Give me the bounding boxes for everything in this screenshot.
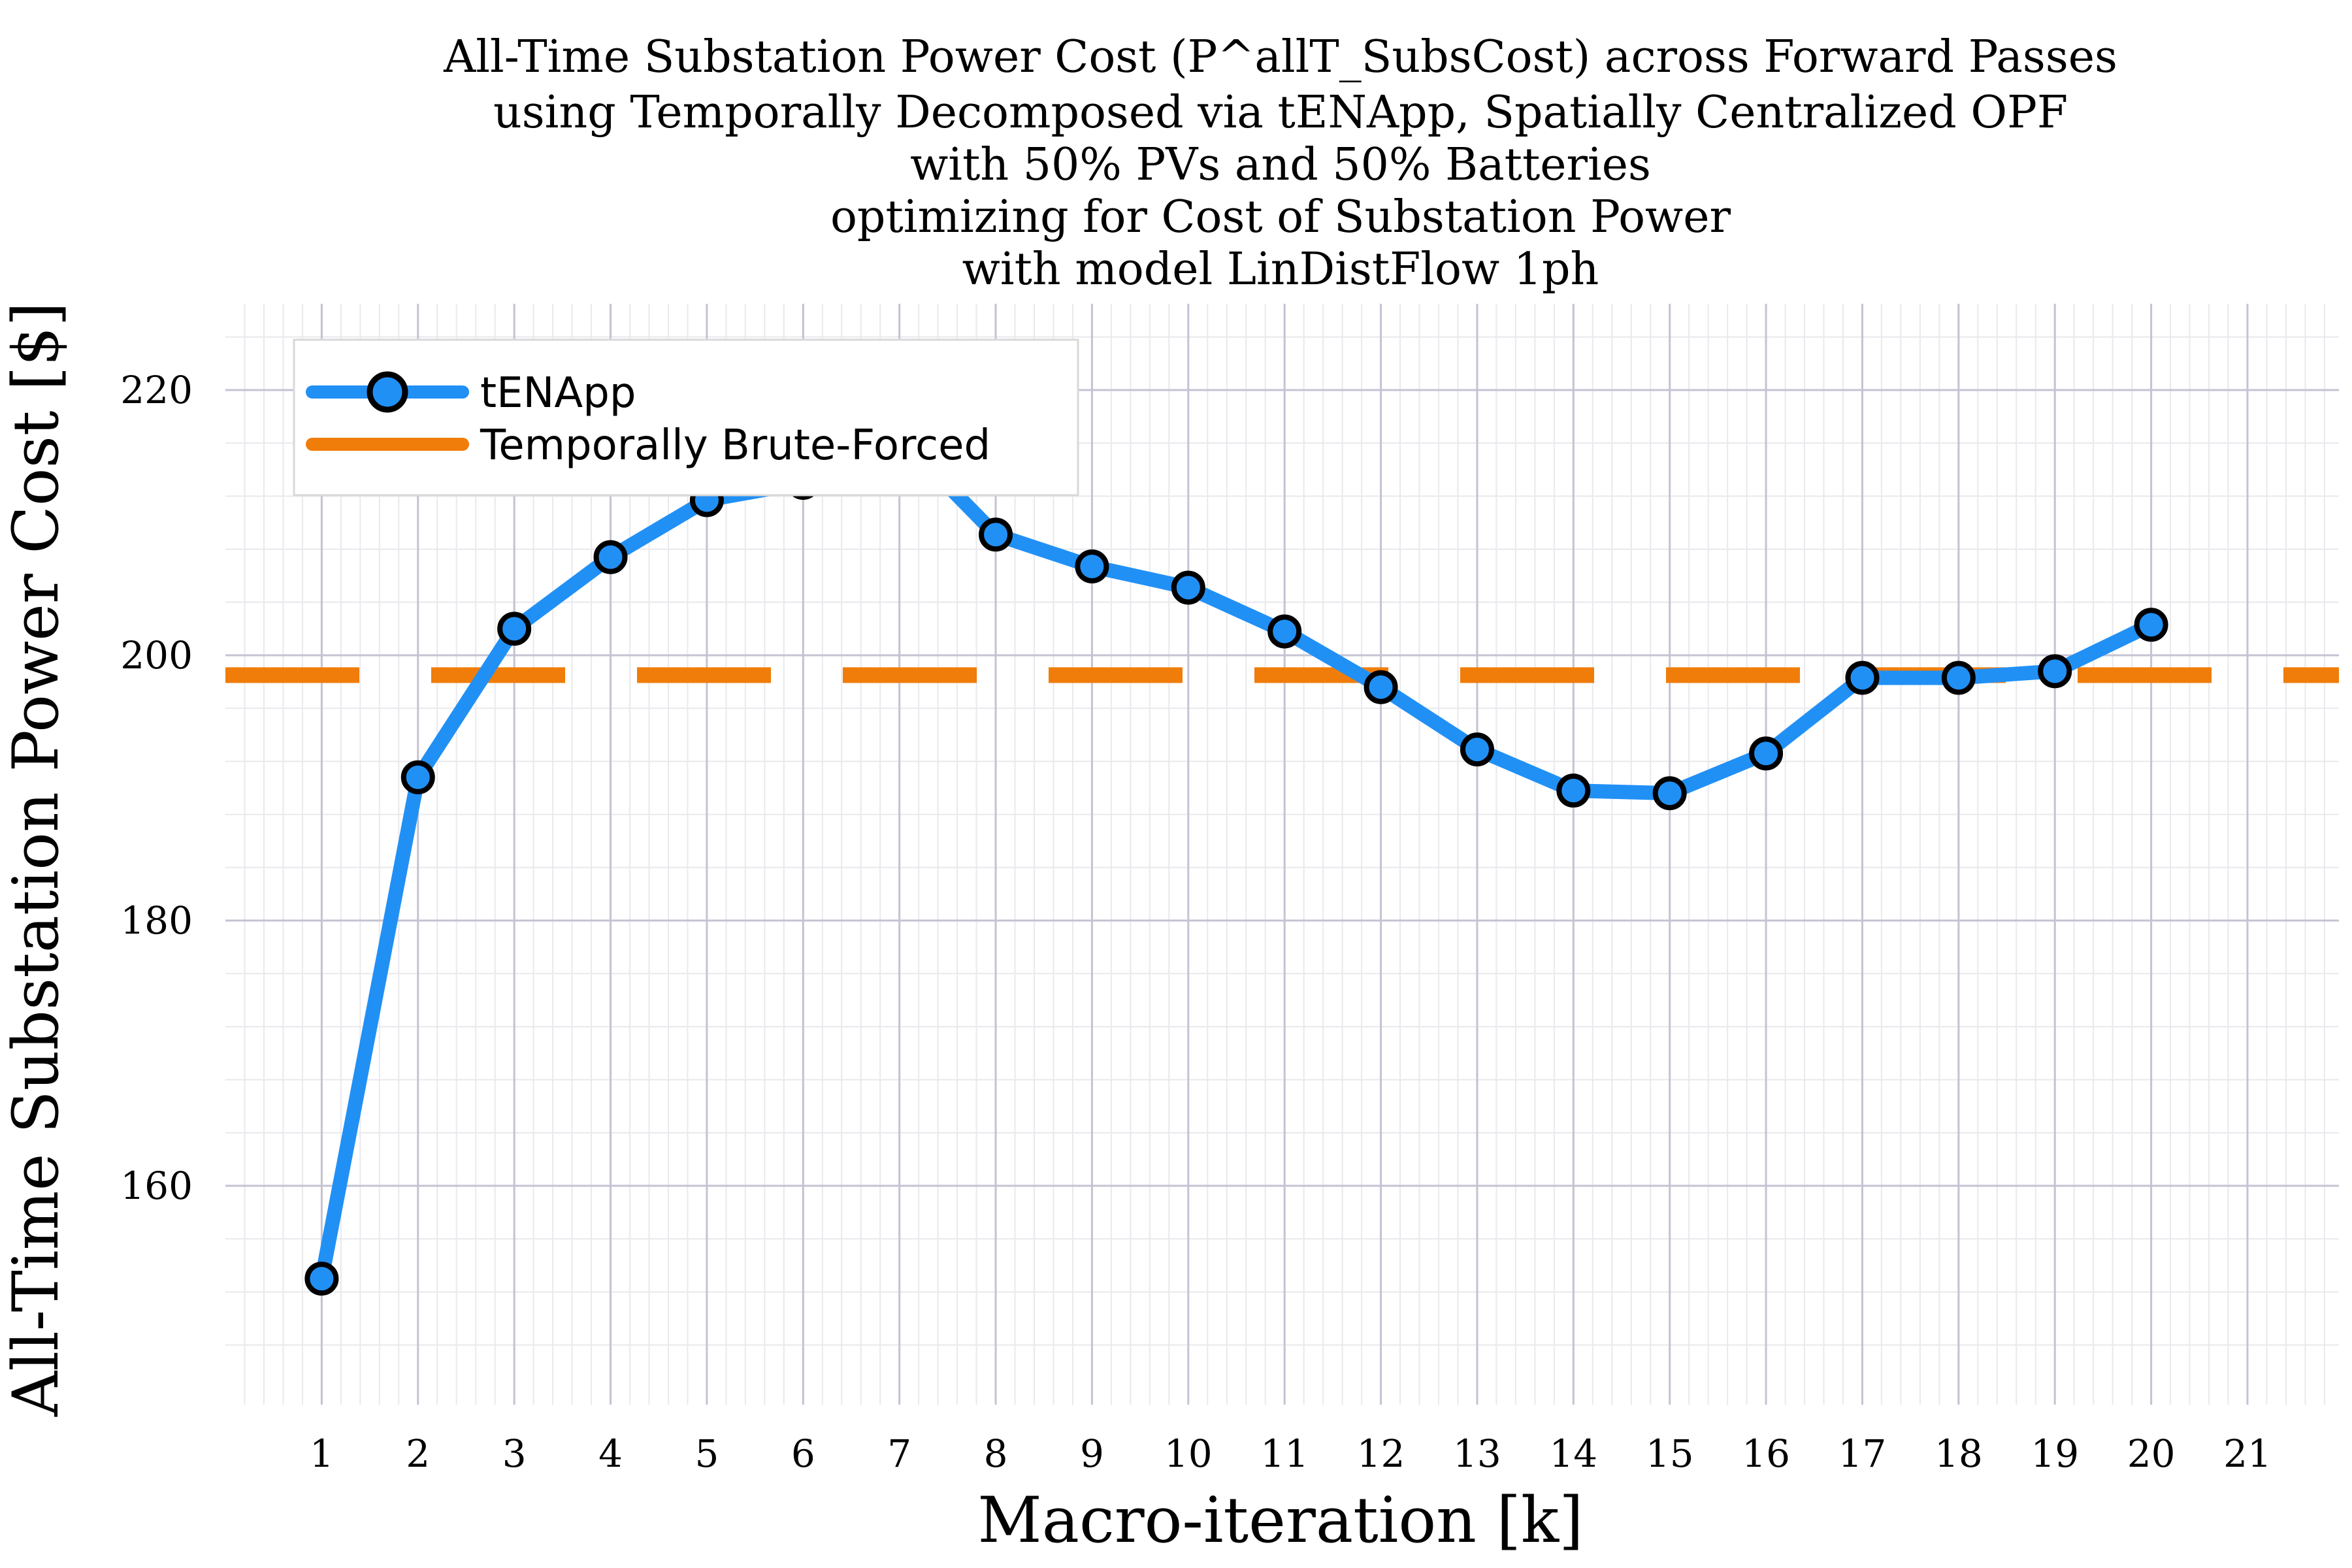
tenapp-line [314,429,2159,1286]
x-axis-label: Macro-iteration [k] [977,1484,1583,1557]
tenapp-point [1267,614,1302,649]
title-line-2: using Temporally Decomposed via tENApp, … [493,87,2068,139]
x-tick-label: 5 [694,1431,719,1476]
x-tick-label: 15 [1646,1431,1694,1476]
tenapp-point [2134,608,2168,642]
y-tick-label: 220 [120,368,193,412]
tenapp-point [1749,736,1784,771]
legend-label-brute-forced: Temporally Brute-Forced [480,421,990,470]
x-tick-label: 19 [2031,1431,2079,1476]
tenapp-point [1364,670,1398,704]
title-line-1: All-Time Substation Power Cost (P^allT_S… [443,31,2117,83]
x-tick-label: 11 [1260,1431,1309,1476]
x-tick-label: 20 [2127,1431,2176,1476]
x-tick-label: 12 [1357,1431,1405,1476]
x-tick-label: 10 [1164,1431,1213,1476]
tenapp-point [2038,654,2072,689]
tenapp-point [1652,776,1687,811]
tenapp-point [1556,774,1591,808]
x-tick-label: 4 [598,1431,623,1476]
series-tenapp [304,419,2168,1296]
x-tick-label: 13 [1453,1431,1501,1476]
x-tick-label: 2 [406,1431,430,1476]
x-tick-label: 7 [887,1431,911,1476]
x-tick-label: 16 [1742,1431,1790,1476]
y-tick-label: 160 [120,1164,193,1208]
legend-marker-tenapp [367,371,408,413]
tenapp-point [1171,570,1205,605]
title-line-5: with model LinDistFlow 1ph [962,244,1599,295]
y-tick-label: 200 [120,633,193,678]
tenapp-point [497,612,532,646]
tenapp-point [400,760,435,794]
title-line-3: with 50% PVs and 50% Batteries [910,139,1651,191]
legend: tENApp Temporally Brute-Forced [293,338,1079,497]
tenapp-point [593,540,628,574]
tenapp-point [1941,661,1976,695]
y-tick-labels: 160 180 200 220 [120,368,193,1208]
y-tick-label: 180 [120,898,193,943]
tenapp-point [1075,549,1109,583]
x-tick-label: 3 [502,1431,527,1476]
legend-label-tenapp: tENApp [480,369,636,417]
x-tick-label: 1 [310,1431,334,1476]
tenapp-point [1845,661,1880,695]
tenapp-point [979,517,1013,552]
x-tick-label: 18 [1935,1431,1983,1476]
y-axis-label: All-Time Substation Power Cost [$] [0,302,73,1417]
tenapp-point [304,1262,339,1296]
legend-box [293,338,1079,497]
chart-title: All-Time Substation Power Cost (P^allT_S… [443,31,2117,295]
x-tick-label: 8 [984,1431,1008,1476]
x-tick-label: 14 [1549,1431,1597,1476]
x-tick-label: 6 [791,1431,815,1476]
x-tick-labels: 1 2 3 4 5 6 7 8 9 10 11 12 13 14 15 16 17 18 19 20 21 [310,1431,2272,1476]
x-tick-label: 17 [1838,1431,1887,1476]
x-tick-label: 21 [2223,1431,2272,1476]
tenapp-point [1460,732,1494,767]
x-tick-label: 9 [1080,1431,1104,1476]
title-line-4: optimizing for Cost of Substation Power [830,191,1731,243]
major-grid [225,304,2339,1405]
